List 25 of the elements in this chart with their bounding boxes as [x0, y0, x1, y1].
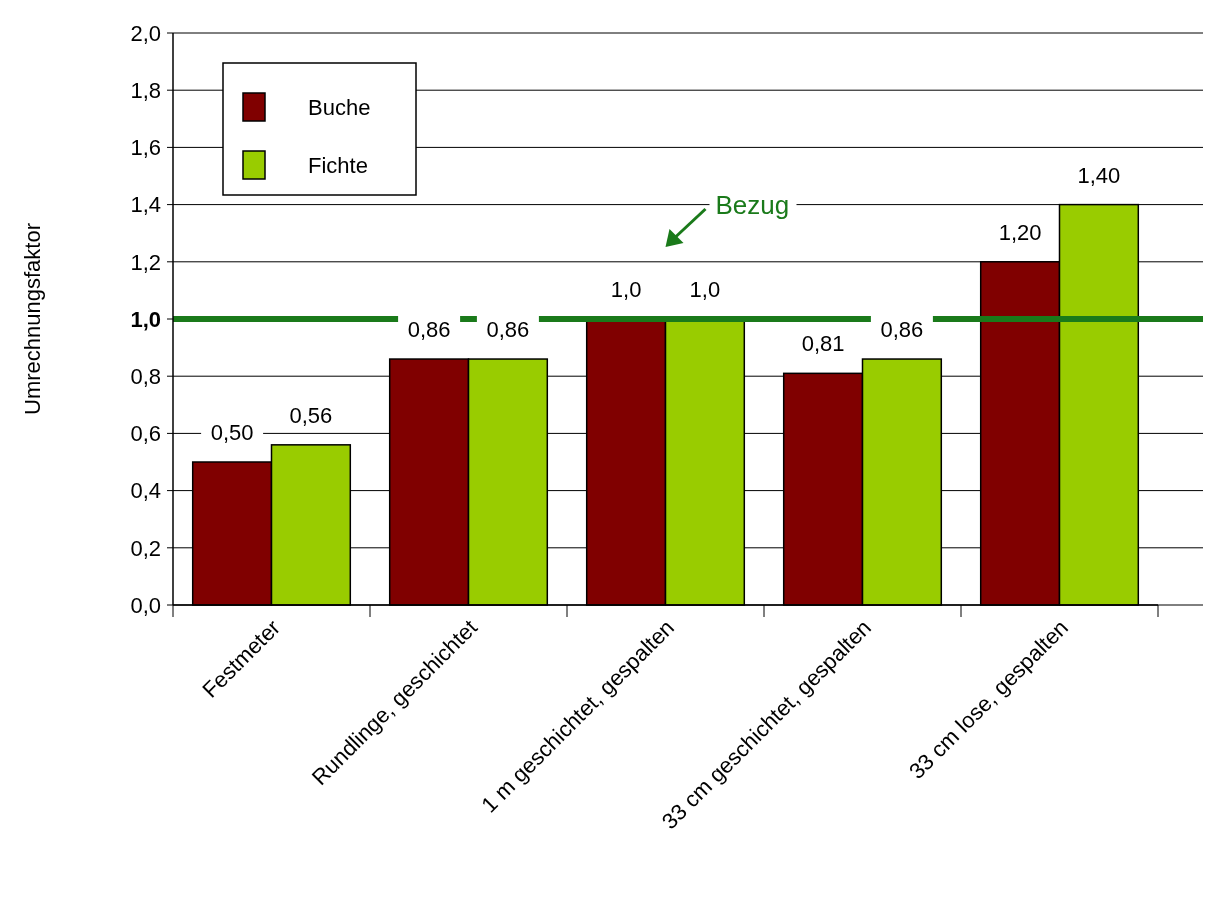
legend-label: Fichte	[308, 152, 368, 178]
data-label: 0,50	[210, 420, 254, 445]
y-axis-title: Umrechnungsfaktor	[20, 223, 45, 415]
data-label: 0,86	[486, 317, 530, 343]
data-label: 1,0	[610, 277, 642, 302]
y-tick-label: 1,0	[130, 306, 161, 332]
y-tick-label: 0,0	[130, 592, 161, 618]
data-label: 1,20	[998, 219, 1042, 245]
data-label: 0,81	[801, 331, 845, 357]
y-tick-label: 1,8	[130, 77, 161, 103]
legend-label: Bezug	[715, 190, 790, 220]
data-label: 1,40	[1077, 162, 1121, 188]
y-tick-label: 0,2	[130, 535, 161, 561]
data-label: 0,86	[407, 317, 451, 343]
y-tick-label: 0,6	[130, 421, 161, 447]
y-tick-label: 1,2	[130, 249, 161, 275]
y-tick-label: 0,8	[130, 363, 161, 389]
y-tick-label: 1,4	[130, 192, 161, 218]
data-label: 1,0	[689, 277, 721, 302]
legend-label: Buche	[308, 94, 371, 120]
y-tick-label: 2,0	[130, 20, 161, 46]
y-tick-label: 0,4	[130, 478, 161, 504]
y-tick-label: 1,6	[130, 135, 161, 161]
data-label: 0,86	[880, 317, 924, 343]
data-label: 0,56	[289, 402, 333, 428]
